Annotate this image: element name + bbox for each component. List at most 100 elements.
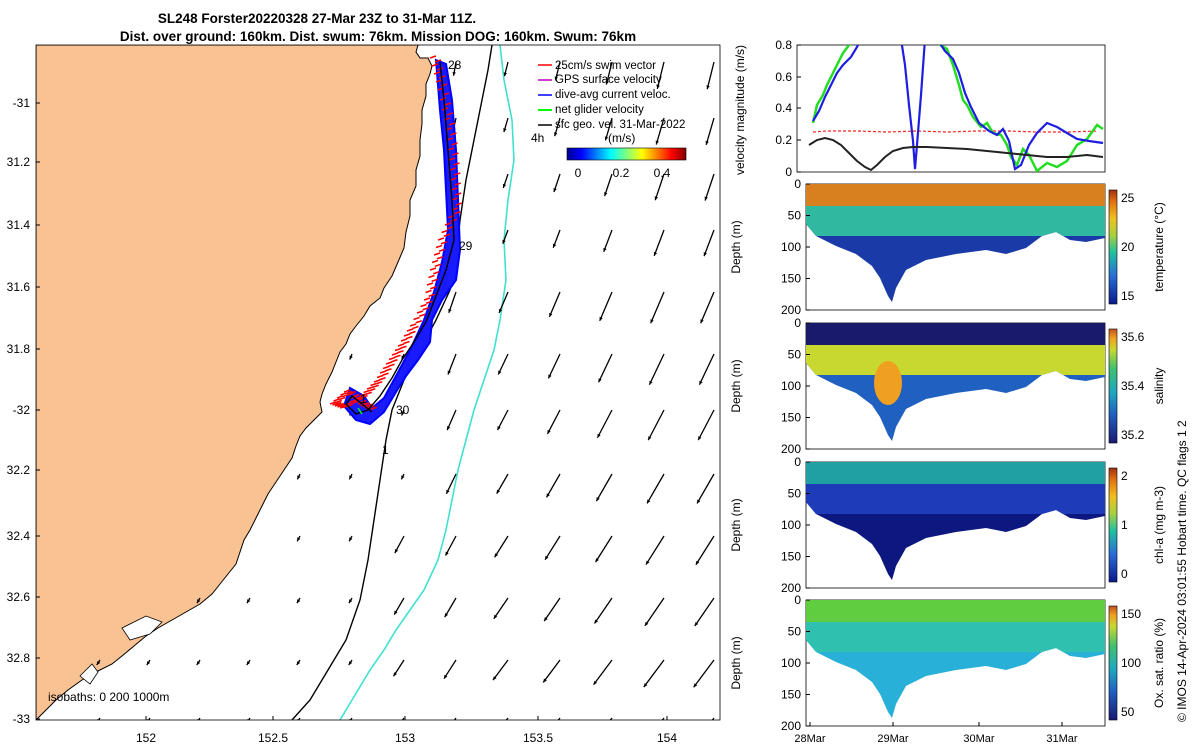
section-y-tick-label: 200 bbox=[781, 442, 801, 456]
map-y-tick-label: 31.6 bbox=[7, 280, 31, 294]
geo-arrow-head bbox=[549, 312, 553, 317]
swim-vector bbox=[412, 325, 419, 330]
swim-vector bbox=[422, 306, 430, 311]
section-ylabel: Depth (m) bbox=[729, 220, 743, 273]
section-panel-3: 0 50 100 150 200 Depth (m) 150 100 50 Ox. sat. ra… bbox=[729, 593, 1166, 733]
swim-vector bbox=[385, 367, 392, 372]
section-colorbar-label: chl-a (mg m-3) bbox=[1152, 486, 1166, 564]
geo-arrow bbox=[596, 409, 613, 439]
swim-vector bbox=[329, 401, 337, 405]
swim-vector bbox=[452, 152, 459, 156]
geo-arrow-head bbox=[297, 537, 301, 542]
velocity-y-tick-label: 0.8 bbox=[775, 38, 792, 52]
swim-vector bbox=[446, 137, 454, 141]
geo-arrow-head bbox=[694, 622, 699, 627]
legend-label-net: net glider velocity bbox=[555, 104, 644, 116]
figure-title-line2: Dist. over ground: 160km. Dist. swum: 76… bbox=[120, 29, 636, 44]
geo-arrow-head bbox=[547, 429, 551, 434]
geo-arrow bbox=[447, 353, 457, 375]
section-y-tick-label: 0 bbox=[794, 316, 801, 330]
geo-arrow-head bbox=[496, 489, 501, 494]
geo-arrow bbox=[704, 173, 715, 201]
geo-arrow-head bbox=[695, 560, 700, 565]
geo-arrow-head bbox=[599, 316, 603, 321]
geo-arrow-head bbox=[146, 661, 151, 666]
geo-arrow bbox=[349, 717, 353, 720]
geo-arrow-head bbox=[553, 188, 557, 193]
geo-arrow-head bbox=[598, 378, 602, 383]
geo-arrow bbox=[496, 473, 509, 494]
swim-vector bbox=[391, 352, 399, 356]
legend-label-swim: 25cm/s swim vector bbox=[555, 60, 656, 72]
swim-vector bbox=[449, 167, 457, 171]
swim-vector bbox=[446, 225, 454, 230]
geo-arrow bbox=[494, 535, 509, 558]
geo-arrow-head bbox=[246, 661, 251, 666]
swim-vector bbox=[333, 398, 340, 402]
swim-vector bbox=[431, 278, 439, 283]
swim-vector bbox=[453, 162, 460, 166]
swim-vector bbox=[335, 399, 343, 404]
swim-vector bbox=[433, 252, 441, 256]
geo-arrow-head bbox=[705, 140, 709, 145]
geo-arrow bbox=[695, 535, 715, 566]
geo-arrow bbox=[655, 117, 665, 145]
legend-label-dive-avg: dive-avg current veloc. bbox=[555, 89, 671, 101]
geo-arrow bbox=[593, 659, 613, 686]
day-label-30: 30 bbox=[396, 403, 410, 417]
geo-arrow bbox=[647, 409, 665, 441]
swim-vector bbox=[413, 316, 420, 321]
swim-vector bbox=[450, 187, 458, 191]
section-y-tick-label: 100 bbox=[781, 240, 801, 254]
swim-vector bbox=[366, 386, 374, 390]
geo-arrow bbox=[697, 409, 715, 441]
map-y-axis: -31 31.2 31.4 31.6 31.8 -32 32.2 32.4 32.6 32.8 -3… bbox=[7, 96, 40, 726]
swim-vector bbox=[438, 248, 446, 253]
velocity-y-tick-label: 0.4 bbox=[775, 101, 792, 115]
geo-arrow-head bbox=[653, 251, 658, 256]
section-colorbar-label: temperature (°C) bbox=[1152, 202, 1166, 292]
colorbar-tick-label: 35.2 bbox=[1121, 428, 1145, 442]
geo-arrow-head bbox=[656, 84, 660, 89]
section-colorbar bbox=[1108, 328, 1118, 444]
colorbar-tick-label: 20 bbox=[1121, 240, 1135, 254]
geo-arrow-head bbox=[349, 355, 353, 360]
swim-vector bbox=[397, 349, 404, 354]
geo-arrow-head bbox=[446, 489, 450, 494]
geo-arrow bbox=[492, 659, 509, 681]
swim-vector bbox=[434, 263, 442, 268]
geo-arrow-head bbox=[703, 252, 707, 257]
geo-arrow bbox=[542, 659, 561, 683]
map-panel: 28 29 1 30 1 4h isobaths: 0 200 1000m 25… bbox=[7, 44, 721, 745]
geo-arrow bbox=[595, 473, 613, 502]
swim-vector bbox=[415, 319, 423, 324]
day-label-28: 28 bbox=[448, 58, 462, 72]
swim-vector bbox=[394, 347, 402, 352]
section-y-tick-label: 0 bbox=[794, 455, 801, 469]
geo-arrow bbox=[703, 229, 715, 257]
swim-vector bbox=[345, 390, 353, 395]
geo-arrow-head bbox=[196, 661, 201, 666]
section-colorbar bbox=[1108, 189, 1118, 305]
map-x-tick-label: 152.5 bbox=[258, 731, 288, 745]
geo-arrow bbox=[545, 473, 561, 498]
geo-arrow bbox=[443, 659, 457, 680]
section-y-tick-label: 50 bbox=[788, 625, 802, 639]
geo-arrow-head bbox=[246, 599, 251, 604]
swim-vector bbox=[448, 122, 456, 126]
geo-arrow-head bbox=[443, 674, 448, 679]
swim-vector bbox=[429, 55, 437, 59]
swim-vector bbox=[437, 237, 445, 241]
swim-vector bbox=[429, 285, 437, 290]
swim-vector bbox=[382, 372, 389, 377]
colorbar-tick-label: 15 bbox=[1121, 289, 1135, 303]
geo-arrow bbox=[594, 535, 613, 563]
swim-vector bbox=[418, 313, 426, 318]
swim-vector bbox=[379, 370, 387, 374]
geo-arrow bbox=[496, 409, 509, 431]
swim-vector bbox=[450, 218, 458, 223]
net-glider-speed-series bbox=[811, 45, 1104, 172]
swim-vector bbox=[453, 172, 461, 176]
land-mass bbox=[36, 45, 433, 720]
geo-arrow-head bbox=[704, 196, 708, 201]
